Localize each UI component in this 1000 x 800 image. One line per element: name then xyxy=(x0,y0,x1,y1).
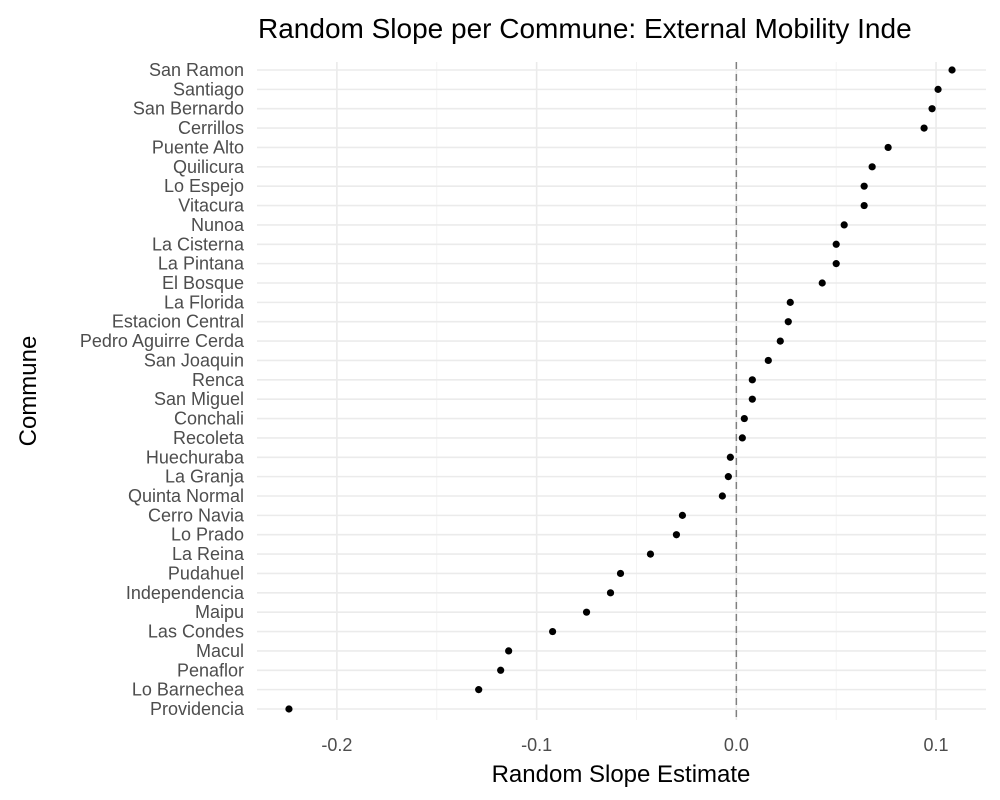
grid xyxy=(257,62,986,720)
data-point xyxy=(840,221,848,229)
y-tick-label: Pedro Aguirre Cerda xyxy=(80,331,245,351)
y-tick-label: La Granja xyxy=(165,467,245,487)
points xyxy=(285,66,956,713)
y-tick-label: Recoleta xyxy=(173,428,245,448)
data-point xyxy=(818,279,826,287)
data-point xyxy=(738,434,746,442)
y-axis-title: Commune xyxy=(15,336,42,447)
data-point xyxy=(776,337,784,345)
data-point xyxy=(475,686,483,694)
y-tick-label: Lo Barnechea xyxy=(132,680,245,700)
x-tick-label: 0.1 xyxy=(924,735,949,755)
data-point xyxy=(884,143,892,152)
data-point xyxy=(860,201,868,210)
y-tick-label: La Florida xyxy=(164,292,245,312)
data-point xyxy=(285,705,293,713)
y-tick-label: Santiago xyxy=(173,79,244,99)
y-tick-label: La Cisterna xyxy=(152,234,245,254)
y-tick-label: San Miguel xyxy=(154,389,244,409)
y-tick-label: Conchali xyxy=(174,409,244,429)
y-tick-label: Lo Espejo xyxy=(164,176,244,196)
data-point xyxy=(678,511,687,519)
y-tick-label: Lo Prado xyxy=(171,525,244,545)
data-point xyxy=(646,550,655,558)
data-point xyxy=(948,66,956,74)
y-tick-label: Penaflor xyxy=(177,660,244,680)
y-tick-label: Estacion Central xyxy=(112,312,244,332)
y-tick-label: Cerro Navia xyxy=(148,505,245,525)
y-tick-label: La Pintana xyxy=(158,254,245,274)
y-tick-label: Renca xyxy=(192,370,245,390)
y-tick-label: Macul xyxy=(196,641,244,661)
y-tick-label: Providencia xyxy=(150,699,245,719)
y-tick-label: Cerrillos xyxy=(178,118,244,138)
x-axis-title: Random Slope Estimate xyxy=(492,761,751,788)
data-point xyxy=(718,492,726,500)
data-point xyxy=(764,356,772,365)
data-point xyxy=(606,589,615,597)
data-point xyxy=(832,240,840,248)
data-point xyxy=(868,163,876,171)
data-point xyxy=(616,569,625,578)
data-point xyxy=(724,473,732,481)
data-point xyxy=(832,260,840,268)
data-point xyxy=(786,298,794,306)
y-tick-label: Puente Alto xyxy=(152,137,244,157)
x-tick-label: -0.1 xyxy=(521,735,552,755)
data-point xyxy=(748,376,756,384)
y-tick-label: Las Condes xyxy=(148,622,244,642)
x-tick-labels: -0.2 -0.1 0.0 0.1 xyxy=(321,735,948,755)
data-point xyxy=(740,414,748,423)
y-tick-label: Quinta Normal xyxy=(128,486,244,506)
data-point xyxy=(497,666,505,674)
data-point xyxy=(920,124,928,132)
y-tick-label: La Reina xyxy=(172,544,245,564)
data-point xyxy=(928,105,936,113)
data-point xyxy=(860,182,868,190)
y-tick-label: Nunoa xyxy=(191,215,245,235)
y-tick-label: San Ramon xyxy=(149,60,244,80)
y-tick-label: Quilicura xyxy=(173,157,245,177)
x-tick-label: 0.0 xyxy=(724,735,749,755)
y-tick-label: San Joaquin xyxy=(144,350,244,370)
data-point xyxy=(784,318,792,326)
x-tick-label: -0.2 xyxy=(321,735,352,755)
data-point xyxy=(582,608,591,616)
data-point xyxy=(672,531,681,539)
y-tick-label: Huechuraba xyxy=(146,447,245,467)
y-tick-label: Vitacura xyxy=(178,196,245,216)
y-tick-label: El Bosque xyxy=(162,273,244,293)
y-tick-label: Independencia xyxy=(126,583,245,603)
data-point xyxy=(548,627,557,636)
y-tick-label: Maipu xyxy=(195,602,244,622)
data-point xyxy=(505,647,513,655)
chart-title: Random Slope per Commune: External Mobil… xyxy=(258,13,912,44)
data-point xyxy=(748,395,756,403)
y-tick-label: San Bernardo xyxy=(133,99,244,119)
data-point xyxy=(726,453,734,461)
data-point xyxy=(934,85,942,93)
y-tick-label: Pudahuel xyxy=(168,563,244,583)
